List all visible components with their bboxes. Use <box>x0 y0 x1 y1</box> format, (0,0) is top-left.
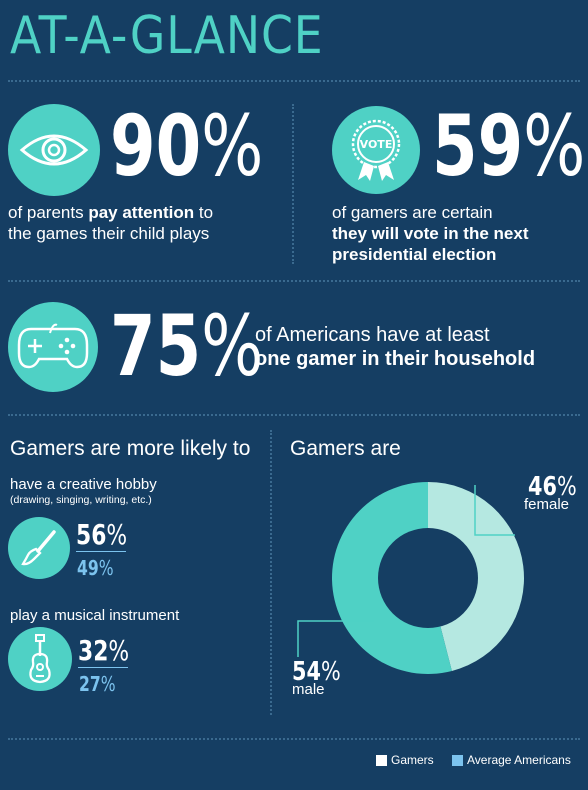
household-number: 75 <box>110 297 202 395</box>
household-text: of Americans have at least one gamer in … <box>255 323 535 371</box>
parents-text: of parents pay attention to the games th… <box>8 202 278 244</box>
divider-vertical <box>292 104 294 264</box>
female-stat: 46% <box>528 474 577 500</box>
instrument-label: play a musical instrument <box>10 607 180 624</box>
vote-text-line1: of gamers are certain <box>332 203 493 222</box>
household-text-bold: one gamer in their household <box>255 348 536 370</box>
parents-text-mid: to <box>194 203 214 222</box>
vote-pct: % <box>523 97 586 195</box>
female-label: female <box>524 496 570 513</box>
legend-swatch-gamers <box>376 755 387 766</box>
parents-text-pre: of parents <box>8 203 89 222</box>
instrument-gamers-number: 32 <box>78 634 109 667</box>
paintbrush-icon <box>21 530 56 566</box>
male-label: male <box>292 681 325 698</box>
legend-gamers-label: Gamers <box>391 753 434 767</box>
female-number: 46 <box>528 472 557 502</box>
legend-average-label: Average Americans <box>467 753 571 767</box>
creative-average-number: 49 <box>77 556 99 580</box>
parents-text-line2: the games their child plays <box>8 224 210 243</box>
vote-stat: 59% <box>432 104 585 188</box>
household-pct: % <box>201 297 264 395</box>
male-number: 54 <box>292 657 321 687</box>
eye-icon <box>19 134 89 166</box>
creative-gamers-pct: % <box>106 518 128 551</box>
vote-badge-text: VOTE <box>360 138 393 151</box>
vote-text: of gamers are certain they will vote in … <box>332 202 582 265</box>
gender-donut-chart <box>331 482 524 674</box>
gender-heading: Gamers are <box>290 437 401 460</box>
male-stat: 54% <box>292 659 341 685</box>
instrument-average-pct: % <box>100 672 116 696</box>
paintbrush-icon-circle <box>8 517 70 579</box>
creative-hobby-sublabel: (drawing, singing, writing, etc.) <box>10 494 152 506</box>
female-callout-line <box>474 485 515 536</box>
gamepad-icon <box>17 323 89 369</box>
household-text-line1: of Americans have at least <box>255 324 490 346</box>
vote-text-bold1: they will vote in the next <box>332 224 529 243</box>
creative-gamers-stat: 56% <box>76 521 127 549</box>
donut-hole <box>378 528 478 628</box>
instrument-average-stat: 27% <box>79 674 116 694</box>
creative-hobby-label: have a creative hobby <box>10 476 157 493</box>
creative-average-stat: 49% <box>77 558 114 578</box>
divider-vertical <box>270 430 272 715</box>
female-pct: % <box>556 472 577 502</box>
guitar-icon <box>29 634 51 684</box>
page-title: AT-A-GLANCE <box>10 6 324 66</box>
legend-swatch-average <box>452 755 463 766</box>
divider <box>8 80 580 82</box>
instrument-gamers-stat: 32% <box>78 637 129 665</box>
household-stat: 75% <box>110 304 263 388</box>
divider <box>8 280 580 282</box>
creative-gamers-number: 56 <box>76 518 107 551</box>
divider <box>8 414 580 416</box>
gamepad-icon-circle <box>8 302 98 392</box>
male-callout-line <box>297 620 374 657</box>
parents-number: 90 <box>110 97 202 195</box>
likely-heading: Gamers are more likely to <box>10 437 251 460</box>
eye-icon-circle <box>8 104 100 196</box>
vote-text-bold2: presidential election <box>332 245 497 264</box>
creative-average-pct: % <box>98 556 114 580</box>
instrument-gamers-pct: % <box>108 634 130 667</box>
vote-number: 59 <box>432 97 524 195</box>
guitar-icon-circle <box>8 627 72 691</box>
parents-stat: 90% <box>110 104 263 188</box>
divider <box>8 738 580 740</box>
vote-icon-circle: VOTE <box>332 106 420 194</box>
parents-pct: % <box>201 97 264 195</box>
stat-underline <box>76 551 126 552</box>
instrument-average-number: 27 <box>79 672 101 696</box>
male-pct: % <box>320 657 341 687</box>
vote-ribbon-icon: VOTE <box>351 119 401 181</box>
stat-underline <box>78 667 128 668</box>
parents-text-bold: pay attention <box>88 203 195 222</box>
